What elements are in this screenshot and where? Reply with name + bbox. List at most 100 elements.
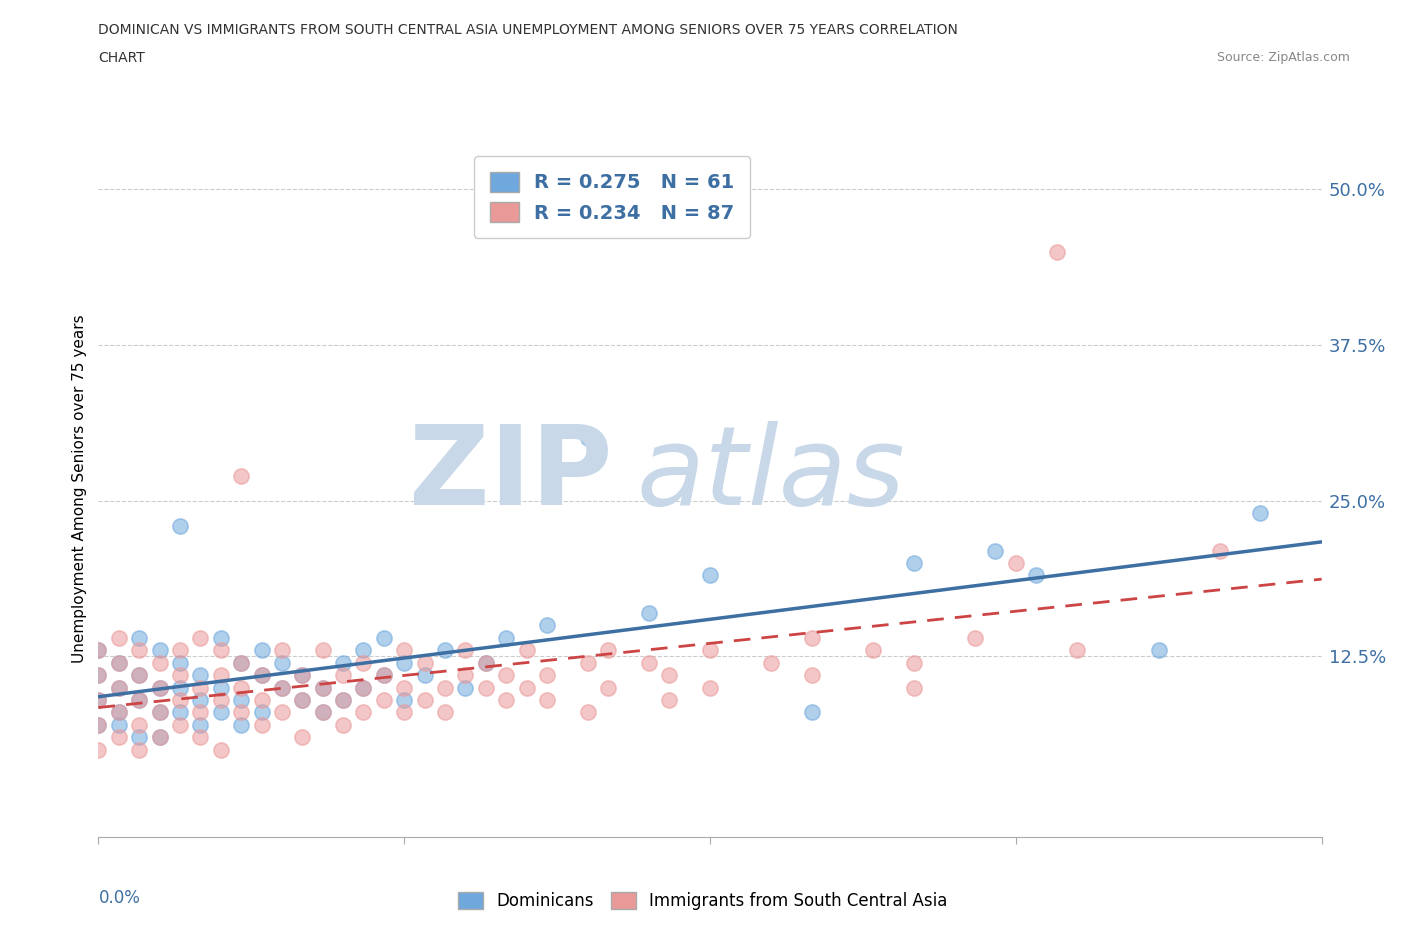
Point bbox=[291, 668, 314, 683]
Point bbox=[87, 643, 110, 658]
Point bbox=[231, 656, 253, 671]
Point bbox=[270, 680, 294, 695]
Point bbox=[1045, 245, 1069, 259]
Point bbox=[332, 693, 354, 708]
Point bbox=[392, 705, 416, 720]
Point bbox=[536, 693, 558, 708]
Point bbox=[658, 693, 681, 708]
Point bbox=[312, 643, 335, 658]
Point bbox=[250, 668, 273, 683]
Point bbox=[87, 668, 110, 683]
Legend: R = 0.275   N = 61, R = 0.234   N = 87: R = 0.275 N = 61, R = 0.234 N = 87 bbox=[474, 156, 751, 238]
Point bbox=[270, 680, 294, 695]
Point bbox=[128, 742, 150, 757]
Point bbox=[209, 631, 232, 645]
Point bbox=[87, 693, 110, 708]
Point bbox=[128, 730, 150, 745]
Point bbox=[169, 705, 191, 720]
Point bbox=[87, 717, 110, 732]
Point bbox=[128, 693, 150, 708]
Point bbox=[903, 555, 925, 570]
Point bbox=[1066, 643, 1088, 658]
Text: DOMINICAN VS IMMIGRANTS FROM SOUTH CENTRAL ASIA UNEMPLOYMENT AMONG SENIORS OVER : DOMINICAN VS IMMIGRANTS FROM SOUTH CENTR… bbox=[98, 23, 959, 37]
Point bbox=[801, 668, 824, 683]
Point bbox=[699, 643, 721, 658]
Point bbox=[312, 705, 335, 720]
Point bbox=[250, 668, 273, 683]
Point bbox=[454, 643, 477, 658]
Point bbox=[536, 668, 558, 683]
Point bbox=[231, 680, 253, 695]
Text: CHART: CHART bbox=[98, 51, 145, 65]
Point bbox=[108, 656, 131, 671]
Point bbox=[169, 656, 191, 671]
Point bbox=[516, 680, 538, 695]
Point bbox=[149, 730, 172, 745]
Point bbox=[231, 469, 253, 484]
Point bbox=[128, 643, 150, 658]
Point bbox=[169, 668, 191, 683]
Point bbox=[231, 705, 253, 720]
Point bbox=[188, 631, 212, 645]
Point bbox=[413, 668, 436, 683]
Point bbox=[1147, 643, 1170, 658]
Point bbox=[965, 631, 987, 645]
Point bbox=[658, 668, 681, 683]
Point bbox=[638, 605, 661, 620]
Point bbox=[699, 568, 721, 583]
Point bbox=[516, 643, 538, 658]
Point bbox=[1209, 543, 1232, 558]
Point bbox=[495, 668, 517, 683]
Point bbox=[188, 705, 212, 720]
Point bbox=[250, 705, 273, 720]
Point bbox=[598, 643, 620, 658]
Point bbox=[413, 656, 436, 671]
Point bbox=[188, 730, 212, 745]
Point bbox=[291, 730, 314, 745]
Point bbox=[250, 693, 273, 708]
Point bbox=[108, 705, 131, 720]
Point bbox=[169, 680, 191, 695]
Point bbox=[373, 668, 395, 683]
Text: 0.0%: 0.0% bbox=[98, 889, 141, 908]
Point bbox=[495, 693, 517, 708]
Point bbox=[108, 730, 131, 745]
Point bbox=[250, 717, 273, 732]
Text: ZIP: ZIP bbox=[409, 420, 612, 528]
Point bbox=[128, 668, 150, 683]
Point bbox=[392, 680, 416, 695]
Point bbox=[108, 656, 131, 671]
Point bbox=[454, 668, 477, 683]
Point bbox=[352, 680, 374, 695]
Point bbox=[270, 705, 294, 720]
Point bbox=[392, 643, 416, 658]
Point bbox=[128, 693, 150, 708]
Point bbox=[149, 656, 172, 671]
Point bbox=[352, 656, 374, 671]
Point bbox=[209, 705, 232, 720]
Point bbox=[149, 705, 172, 720]
Point bbox=[984, 543, 1007, 558]
Point bbox=[209, 643, 232, 658]
Point bbox=[801, 631, 824, 645]
Legend: Dominicans, Immigrants from South Central Asia: Dominicans, Immigrants from South Centra… bbox=[451, 885, 955, 917]
Point bbox=[270, 656, 294, 671]
Point bbox=[598, 680, 620, 695]
Point bbox=[188, 668, 212, 683]
Point bbox=[903, 680, 925, 695]
Point bbox=[291, 693, 314, 708]
Point bbox=[128, 631, 150, 645]
Point bbox=[209, 668, 232, 683]
Y-axis label: Unemployment Among Seniors over 75 years: Unemployment Among Seniors over 75 years bbox=[72, 314, 87, 662]
Point bbox=[231, 717, 253, 732]
Point bbox=[312, 680, 335, 695]
Point bbox=[231, 656, 253, 671]
Point bbox=[1025, 568, 1047, 583]
Point bbox=[536, 618, 558, 632]
Point bbox=[1249, 506, 1271, 521]
Point bbox=[149, 680, 172, 695]
Point bbox=[352, 643, 374, 658]
Point bbox=[149, 705, 172, 720]
Point bbox=[169, 693, 191, 708]
Point bbox=[801, 705, 824, 720]
